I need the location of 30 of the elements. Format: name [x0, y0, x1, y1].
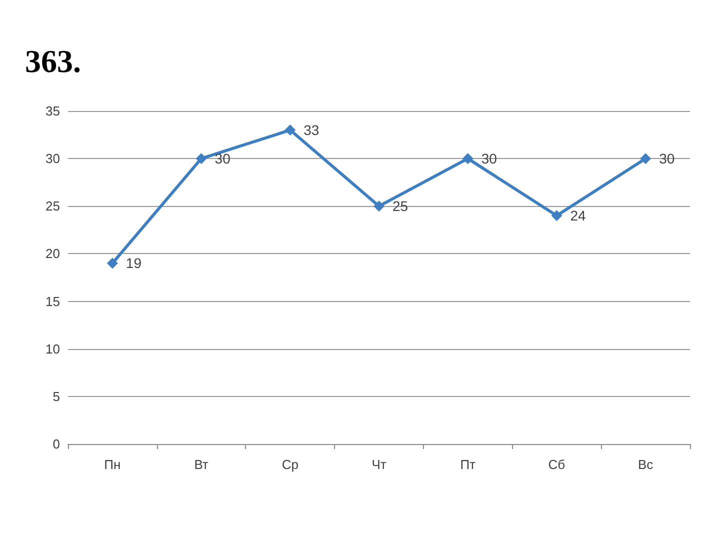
chart-title: 363. — [25, 43, 81, 79]
point — [374, 200, 384, 212]
point — [284, 124, 296, 136]
data-label: 30 — [214, 150, 231, 167]
data-label: 25 — [392, 198, 408, 214]
y-tick-label: 30 — [46, 151, 60, 166]
point — [551, 210, 562, 222]
y-tick-label: 15 — [46, 294, 60, 309]
y-tick-label: 0 — [52, 436, 60, 452]
x-tick-label: Сб — [548, 457, 566, 472]
y-tick-label: 5 — [52, 388, 60, 404]
data-label: 24 — [570, 208, 586, 224]
data-label: 30 — [659, 150, 675, 167]
y-tick-label: 10 — [46, 341, 60, 356]
point — [106, 258, 118, 269]
y-tick-label: 35 — [46, 104, 60, 118]
data-label: 19 — [126, 255, 142, 272]
data-label: 30 — [481, 150, 498, 167]
x-tick-label: Чт — [372, 457, 386, 472]
x-tick-label: Ср — [282, 457, 298, 472]
point — [640, 153, 652, 164]
y-tick-label: 25 — [46, 198, 60, 214]
point — [196, 153, 207, 164]
x-tick-label: Пт — [460, 457, 476, 472]
y-tick-label: 20 — [46, 246, 60, 262]
x-tick-label: Вт — [194, 457, 208, 472]
x-tick-label: Пн — [104, 457, 121, 472]
x-tick-label: Вс — [638, 457, 654, 472]
point — [462, 153, 474, 164]
data-label: 33 — [304, 122, 320, 138]
